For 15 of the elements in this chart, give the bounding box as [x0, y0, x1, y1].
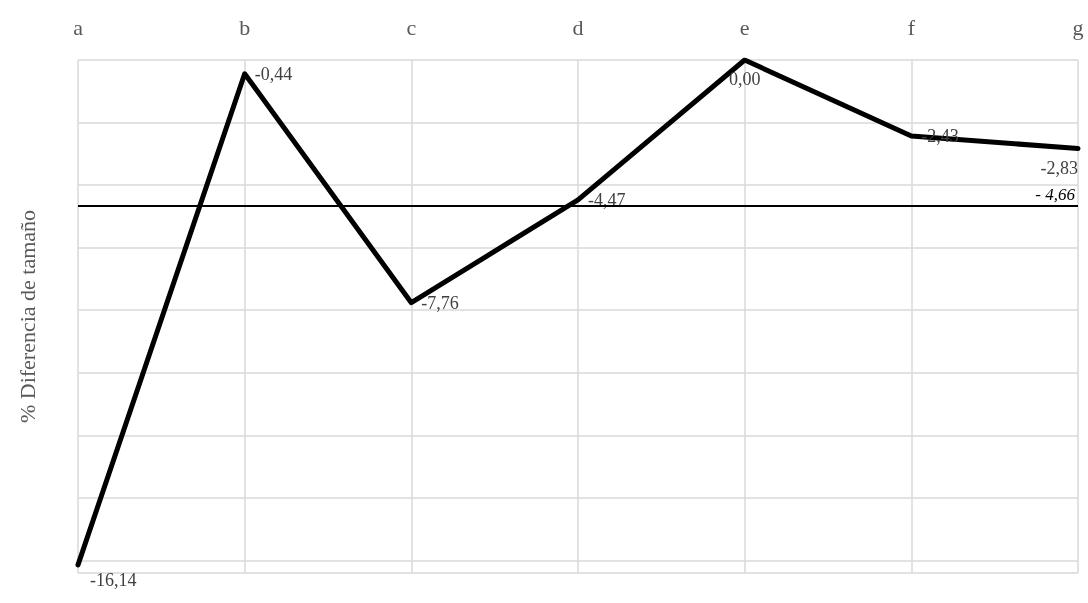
data-label: -2,43 — [921, 126, 959, 147]
x-tick-label: e — [739, 14, 750, 40]
x-tick-label: a — [73, 14, 84, 40]
x-tick-label: c — [406, 14, 417, 40]
x-tick-label: b — [239, 14, 251, 40]
data-label: -7,76 — [421, 292, 459, 313]
data-label: -2,83 — [1040, 157, 1078, 178]
y-axis-title: % Diferencia de tamaño — [14, 209, 40, 424]
data-label: 0,00 — [728, 69, 761, 89]
x-tick-label: d — [572, 14, 584, 40]
data-label: -16,14 — [90, 569, 137, 590]
x-tick-label: f — [907, 14, 916, 40]
data-label: -0,44 — [254, 63, 293, 84]
ref-line-label: - 4,66 — [1035, 184, 1076, 204]
x-tick-label: g — [1072, 14, 1084, 40]
